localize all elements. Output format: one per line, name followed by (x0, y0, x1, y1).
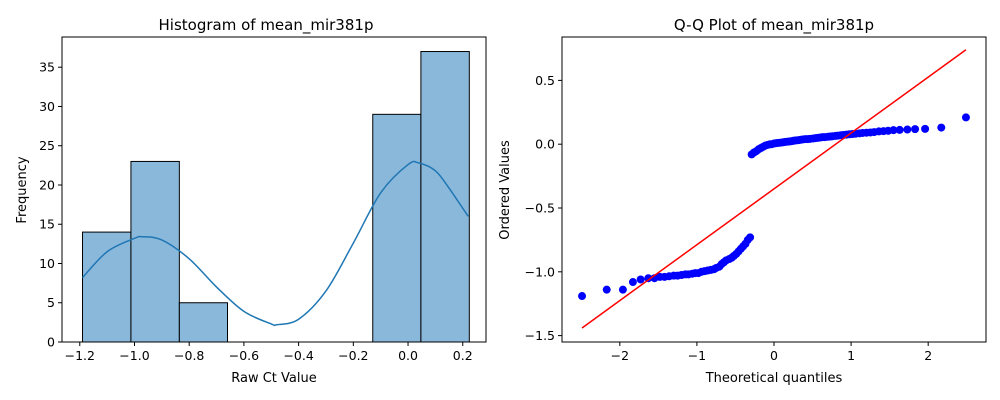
qq-point (889, 126, 898, 135)
histogram-y-axis-label: Frequency (15, 156, 30, 223)
x-tick-label: −0.6 (229, 348, 259, 363)
histogram-x-ticks: −1.2 −1.0 −0.8 −0.6 −0.4 −0.2 0.0 0.2 (65, 342, 473, 363)
histogram-bar (82, 231, 132, 343)
kde-curve (81, 160, 469, 327)
histogram-bar (420, 51, 470, 343)
qq-point (602, 285, 611, 294)
y-tick-label: 25 (39, 138, 55, 153)
x-tick-label: −0.2 (338, 348, 368, 363)
x-tick-label: −0.8 (174, 348, 204, 363)
qq-y-ticks: −1.5 −1.0 −0.5 0.0 0.5 (525, 73, 562, 343)
histogram-y-ticks: 0 5 10 15 20 25 30 35 (39, 60, 62, 350)
y-tick-label: 5 (47, 295, 55, 310)
y-tick-label: 35 (39, 60, 55, 75)
qq-x-axis-label: Theoretical quantiles (705, 371, 843, 386)
qq-point (903, 125, 912, 134)
y-tick-label: −0.5 (525, 201, 555, 216)
histogram-title: Histogram of mean_mir381p (159, 16, 374, 35)
histogram-panel: Histogram of mean_mir381p −1.2 −1.0 −0.8 −0… (15, 16, 487, 386)
y-tick-label: 15 (39, 217, 55, 232)
x-tick-label: −2 (611, 348, 629, 363)
y-tick-label: 0.0 (535, 137, 555, 152)
x-tick-label: −0.4 (283, 348, 313, 363)
x-tick-label: −1 (688, 348, 706, 363)
x-tick-label: −1.0 (119, 348, 149, 363)
histogram-bar (130, 160, 180, 343)
x-tick-label: 0 (770, 348, 778, 363)
qq-point (937, 123, 946, 132)
qq-plot-panel: Q-Q Plot of mean_mir381p −2 −1 0 1 2 −1.5−1.… (498, 16, 987, 386)
qq-points (578, 113, 970, 301)
y-tick-label: 20 (39, 177, 55, 192)
qq-x-ticks: −2 −1 0 1 2 (611, 342, 932, 363)
qq-point (628, 278, 637, 287)
x-tick-label: −1.2 (65, 348, 95, 363)
histogram-x-axis-label: Raw Ct Value (231, 371, 316, 386)
qq-point (921, 124, 930, 133)
qq-point (636, 275, 645, 284)
y-tick-label: 30 (39, 99, 55, 114)
qq-point (895, 125, 904, 134)
histogram-bar (372, 113, 422, 343)
x-tick-label: 2 (924, 348, 932, 363)
qq-point (911, 125, 920, 134)
qq-point (578, 292, 587, 301)
qq-point (618, 285, 627, 294)
qq-y-axis-label: Ordered Values (498, 140, 513, 240)
qq-point (961, 113, 970, 122)
qq-reference-line (581, 49, 967, 329)
qq-plot-title: Q-Q Plot of mean_mir381p (674, 16, 874, 35)
y-tick-label: −1.0 (525, 264, 555, 279)
y-tick-label: 0 (47, 335, 55, 350)
qq-point (644, 274, 653, 283)
histogram-bars (82, 51, 470, 343)
qq-point (746, 233, 755, 242)
histogram-bar (178, 302, 228, 343)
y-tick-label: 0.5 (535, 73, 555, 88)
x-tick-label: 0.2 (453, 348, 473, 363)
y-tick-label: 10 (39, 256, 55, 271)
x-tick-label: 1 (847, 348, 855, 363)
x-tick-label: 0.0 (398, 348, 418, 363)
y-tick-label: −1.5 (525, 328, 555, 343)
histogram-axes-frame (61, 36, 487, 343)
